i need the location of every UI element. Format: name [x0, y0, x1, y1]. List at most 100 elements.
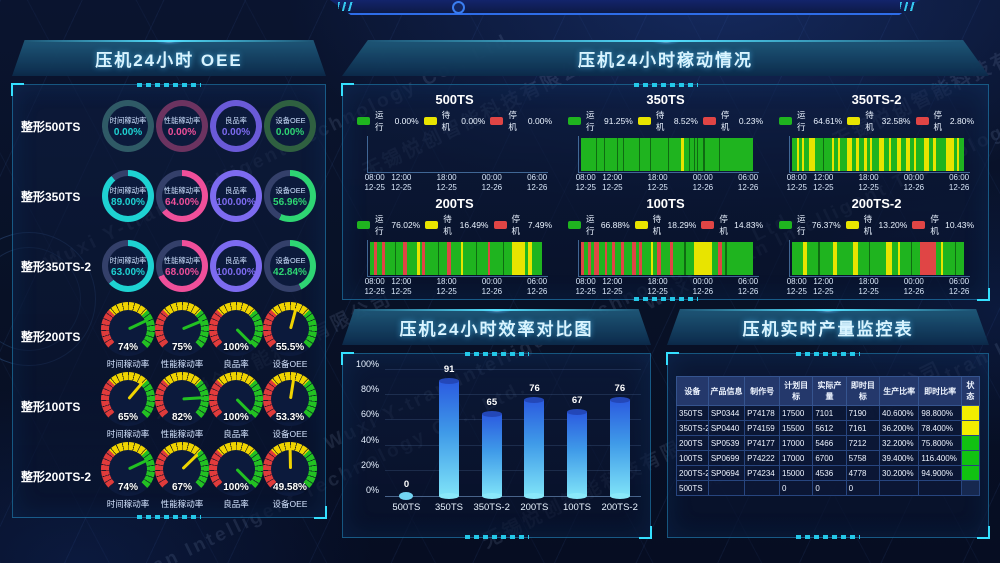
table-cell: 0	[812, 480, 847, 496]
bar[interactable]	[481, 411, 502, 499]
oee-gauge-chart[interactable]: 100%	[209, 302, 263, 356]
efficiency-chart[interactable]: 500TS 350TS 350TS-2 200TS 100TS 200TS-2 0% 20% 4…	[343, 354, 650, 537]
column-header: 实际产量	[812, 376, 847, 406]
legend-label: 待机	[652, 214, 662, 236]
panel-production-frame: 设备 产品信息 制作号 计划目标 实际产量 即时目标 生产比率 即时比率 状态 350TS SP03…	[666, 352, 990, 539]
y-tick-label: 0%	[365, 485, 379, 495]
table-cell: P74222	[744, 450, 781, 466]
metric-cells: 时间稼动率 89.00% 性能稼动率 64.00% 良品率 100.00% 设备OEE 56.…	[101, 170, 317, 222]
table-cell: 4536	[812, 465, 847, 481]
metric-label: 性能稼动率	[160, 429, 204, 439]
gauge-needle	[288, 447, 292, 470]
oee-row: 整形500TS 时间稼动率 0.00% 性能稼动率 0.00% 良品率 0.00% 设备OEE…	[21, 91, 317, 161]
strip-segment	[604, 242, 608, 275]
oee-gauge-chart[interactable]: 67%	[155, 442, 209, 496]
legend-label: 停机	[933, 110, 943, 132]
bar-zero-diamond[interactable]	[399, 492, 414, 500]
timeline-strip[interactable]	[789, 136, 970, 173]
oee-gauge-chart[interactable]: 53.3%	[263, 372, 317, 426]
x-tick-label: 06:00 12-26	[526, 173, 548, 193]
oee-ring-chart[interactable]: 设备OEE 0.00%	[264, 100, 316, 152]
ring-hole	[108, 106, 148, 146]
legend-run-swatch-icon	[357, 117, 370, 125]
oee-gauge-chart[interactable]: 65%	[101, 372, 155, 426]
strip-segments	[581, 138, 753, 171]
legend: 运行 64.61% 待机 32.58% 停机 2.80%	[779, 109, 974, 133]
table-cell: SP0699	[707, 450, 746, 466]
oee-gauge-chart[interactable]: 74%	[101, 302, 155, 356]
table-row[interactable]: 350TS-2 SP0440 P74159 15500 5612 7161 36.200% 7…	[676, 420, 981, 436]
strip-segment	[905, 138, 911, 171]
metric-label: 性能稼动率	[163, 255, 201, 265]
oee-ring-chart[interactable]: 性能稼动率 0.00%	[156, 100, 208, 152]
x-axis-labels: 08:00 12-25 12:00 12-25 18:00 12-25 00:00 12-26…	[786, 277, 970, 297]
table-row[interactable]: 100TS SP0699 P74222 17000 6700 5758 39.400% 116…	[676, 450, 981, 466]
table-row[interactable]: 350TS SP0344 P74178 17500 7101 7190 40.600% 98.…	[676, 405, 981, 421]
strip-segment	[667, 138, 669, 171]
oee-ring-chart[interactable]: 时间稼动率 0.00%	[102, 100, 154, 152]
timeline-strip[interactable]	[367, 240, 548, 277]
oee-ring-chart[interactable]: 性能稼动率 68.00%	[156, 240, 208, 292]
timeline-strip[interactable]	[578, 240, 759, 277]
strip-segment	[884, 138, 889, 171]
table-cell	[707, 480, 746, 496]
x-tick-label: 08:00 12-25	[364, 277, 385, 297]
oee-ring-chart[interactable]: 设备OEE 42.84%	[264, 240, 316, 292]
oee-gauge-chart[interactable]: 82%	[155, 372, 209, 426]
oee-gauge-chart[interactable]: 100%	[209, 442, 263, 496]
timeline-strip[interactable]	[789, 240, 970, 277]
ring-hole	[216, 176, 256, 216]
strip-segment	[672, 242, 685, 275]
glow-star-icon	[481, 309, 512, 314]
panel-efficiency: 压机24小时效率对比图 500TS 350TS 350TS-2 200TS 100TS 2…	[338, 309, 655, 542]
strip-segment	[419, 242, 423, 275]
operation-cell: 500TS 运行 0.00% 待机 0.00% 停机 0.00% 08:00 12-25 12:0…	[349, 89, 560, 193]
oee-ring-chart[interactable]: 时间稼动率 63.00%	[102, 240, 154, 292]
oee-ring-chart[interactable]: 良品率 100.00%	[210, 240, 262, 292]
timeline-strip[interactable]	[578, 136, 759, 173]
production-table-wrap: 设备 产品信息 制作号 计划目标 实际产量 即时目标 生产比率 即时比率 状态 350TS SP03…	[676, 376, 981, 529]
x-tick-label: 08:00 12-25	[575, 277, 596, 297]
timeline-strip[interactable]	[367, 136, 548, 173]
legend-stop-swatch-icon	[915, 117, 929, 125]
metric-cells: 时间稼动率 63.00% 性能稼动率 68.00% 良品率 100.00% 设备OEE 42.…	[101, 240, 317, 292]
bar[interactable]	[439, 378, 459, 499]
table-row[interactable]: 200TS SP0539 P74177 17000 5466 7212 32.200% 75.…	[676, 435, 981, 451]
strip-segment	[685, 242, 695, 275]
oee-gauge-chart[interactable]: 75%	[155, 302, 209, 356]
oee-gauge-chart[interactable]: 49.58%	[263, 442, 317, 496]
oee-ring-chart[interactable]: 良品率 0.00%	[210, 100, 262, 152]
oee-gauge-chart[interactable]: 55.5%	[263, 302, 317, 356]
strip-segment	[588, 242, 592, 275]
metric-label: 良品率	[223, 359, 249, 369]
oee-gauge-chart[interactable]: 74%	[101, 442, 155, 496]
strip-segment	[712, 242, 718, 275]
table-cell: P74159	[744, 420, 781, 436]
table-cell: 5612	[812, 420, 847, 436]
strip-segment	[660, 242, 670, 275]
table-row[interactable]: 500TS 0 0 0	[676, 480, 981, 496]
column-header: 生产比率	[878, 376, 920, 406]
legend-value: 7.49%	[527, 220, 553, 230]
bar[interactable]	[567, 408, 587, 500]
bar[interactable]	[524, 397, 545, 499]
strip-segment	[490, 242, 504, 275]
bar[interactable]	[609, 397, 630, 499]
production-table: 设备 产品信息 制作号 计划目标 实际产量 即时目标 生产比率 即时比率 状态 350TS SP03…	[676, 376, 981, 496]
oee-gauge-chart[interactable]: 100%	[209, 372, 263, 426]
panel-operation-titlebar: 压机24小时稼动情况	[342, 40, 989, 76]
strip-segment	[916, 138, 924, 171]
x-tick-label: 08:00 12-25	[786, 277, 807, 297]
oee-ring-chart[interactable]: 时间稼动率 89.00%	[102, 170, 154, 222]
oee-ring-chart[interactable]: 性能稼动率 64.00%	[156, 170, 208, 222]
status-cell	[960, 450, 981, 466]
strip-segment	[807, 242, 819, 275]
oee-ring-chart[interactable]: 设备OEE 56.96%	[264, 170, 316, 222]
strip-segment	[694, 242, 713, 275]
table-row[interactable]: 200TS-2 SP0694 P74234 15000 4536 4778 30.200% 9…	[676, 465, 981, 481]
metric-value: 42.84%	[273, 266, 307, 278]
strip-segment	[858, 138, 864, 171]
table-cell: 39.400%	[878, 450, 920, 466]
x-axis-labels: 08:00 12-25 12:00 12-25 18:00 12-25 00:00 12-26…	[364, 173, 548, 193]
oee-ring-chart[interactable]: 良品率 100.00%	[210, 170, 262, 222]
